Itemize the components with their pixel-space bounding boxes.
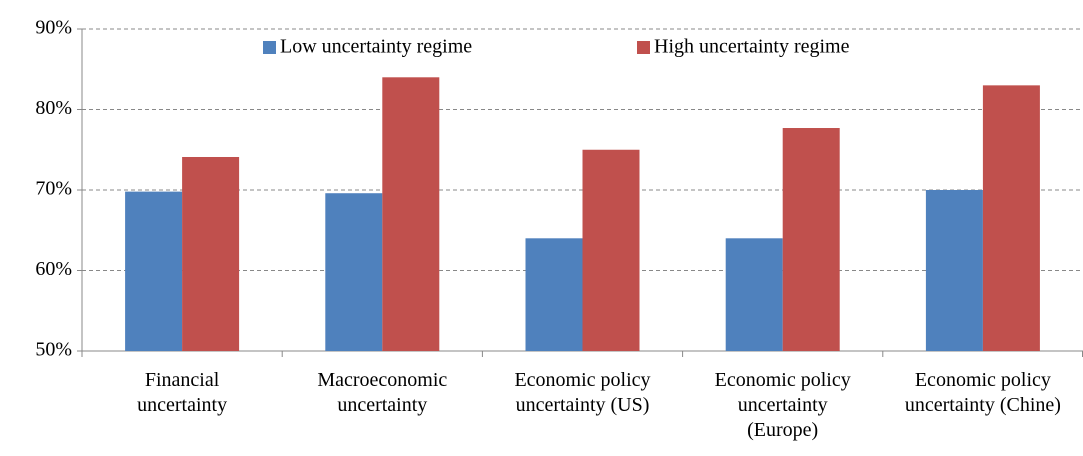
bar <box>325 193 383 351</box>
legend-swatch <box>637 41 650 54</box>
bar <box>125 191 183 351</box>
y-tick-label: 70% <box>35 178 72 200</box>
bar <box>725 238 783 351</box>
bar <box>382 77 440 352</box>
x-tick-label: Economic policy uncertainty (US) <box>514 369 651 416</box>
bar <box>925 190 983 351</box>
y-tick-label: 90% <box>35 17 72 39</box>
legend-swatch <box>263 41 276 54</box>
bar <box>982 85 1040 351</box>
y-tick-label: 60% <box>35 258 72 280</box>
bar <box>582 149 640 351</box>
x-tick-label: Economic policy uncertainty (Chine) <box>904 369 1061 416</box>
bar <box>182 156 240 351</box>
bar <box>782 128 840 351</box>
x-tick-label: Financial uncertainty <box>137 369 228 416</box>
legend-label: Low uncertainty regime <box>280 36 472 58</box>
y-tick-label: 50% <box>35 339 72 361</box>
bar <box>525 238 583 351</box>
x-tick-label: Economic policy uncertainty (Europe) <box>714 369 851 441</box>
legend-label: High uncertainty regime <box>654 36 850 58</box>
x-tick-label: Macroeconomic uncertainty <box>317 369 448 416</box>
y-tick-label: 80% <box>35 97 72 119</box>
